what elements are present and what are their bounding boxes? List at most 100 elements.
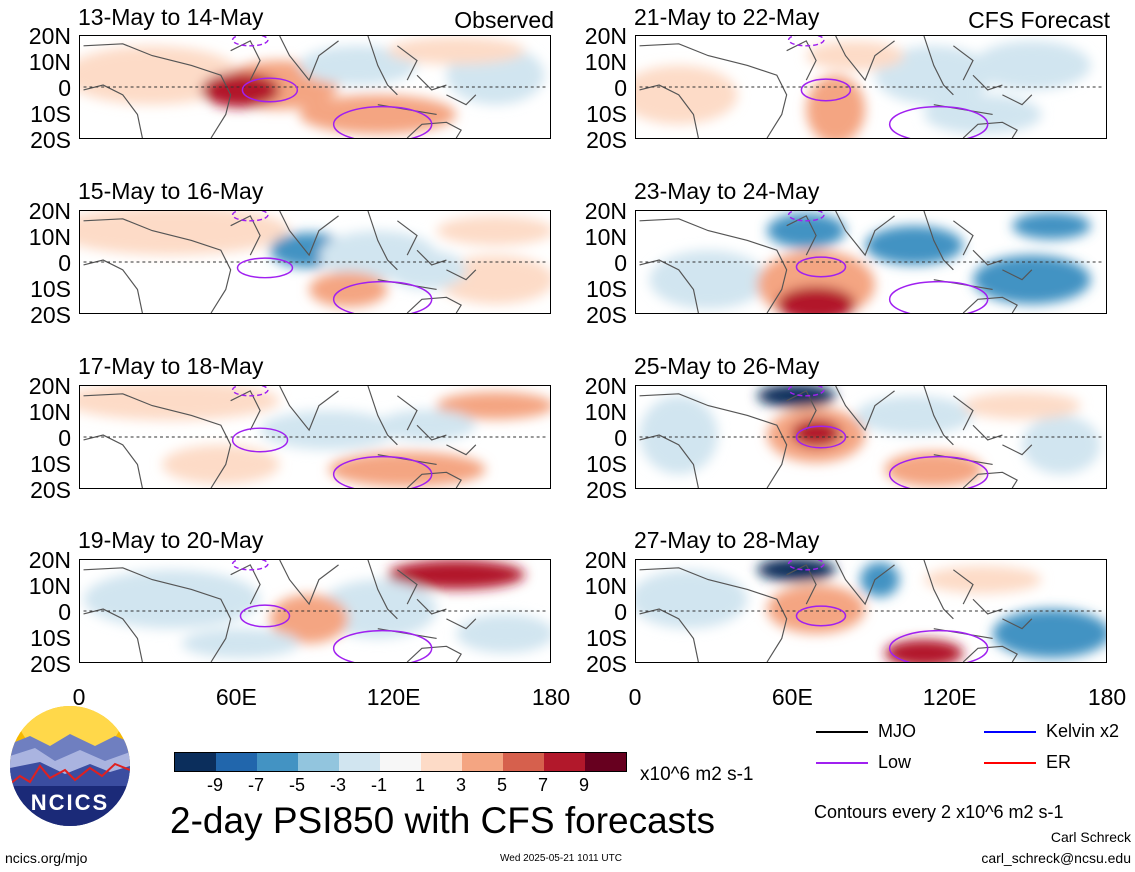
colorbar-swatch — [462, 753, 503, 771]
y-tick-label: 10S — [586, 276, 627, 302]
y-tick-label: 0 — [58, 599, 71, 625]
legend-line — [984, 762, 1036, 764]
y-tick-label: 20S — [586, 302, 627, 328]
anomaly-blob — [757, 386, 836, 408]
anomaly-blob — [436, 215, 550, 246]
low-contour — [800, 78, 852, 102]
y-tick-label: 20S — [30, 127, 71, 153]
map-panel-obs-4 — [79, 559, 551, 663]
y-tick-label: 10S — [30, 451, 71, 477]
anomaly-blob — [963, 391, 1081, 420]
colorbar-swatch — [503, 753, 544, 771]
anomaly-blob — [436, 391, 550, 420]
map-svg — [80, 386, 550, 488]
map-panel-fcst-3 — [635, 385, 1107, 489]
author: Carl Schreck — [1050, 829, 1131, 845]
x-tick-label: 120E — [366, 684, 421, 710]
low-contour — [888, 105, 989, 138]
colorbar-label: -1 — [370, 775, 387, 795]
anomaly-blob — [181, 628, 300, 659]
anomaly-blob — [865, 225, 964, 265]
anomaly-blob — [855, 395, 973, 436]
colorbar-units: x10^6 m2 s-1 — [640, 764, 754, 785]
y-tick-label: 10N — [28, 573, 71, 599]
low-contour-dashed — [231, 211, 269, 222]
y-tick-label: 10S — [30, 625, 71, 651]
colorbar-swatch — [257, 753, 298, 771]
anomaly-blob — [387, 36, 525, 65]
map-panel-fcst-1 — [635, 35, 1107, 139]
y-tick-label: 20N — [28, 547, 71, 573]
low-contour — [332, 280, 433, 313]
anomaly-blob — [639, 395, 718, 475]
x-tick-label: 0 — [628, 684, 642, 710]
anomaly-blob — [923, 565, 1042, 594]
y-tick-label: 0 — [614, 425, 627, 451]
y-tick-label: 20N — [584, 373, 627, 399]
anomaly-blob — [328, 451, 486, 488]
low-contour — [795, 605, 847, 627]
anomaly-blob — [992, 609, 1106, 659]
map-svg — [636, 560, 1106, 662]
y-tick-label: 20N — [28, 373, 71, 399]
anomaly-blob — [309, 271, 388, 308]
anomaly-field — [636, 40, 1091, 138]
low-contour — [888, 629, 989, 662]
x-tick-label: 180 — [1087, 684, 1127, 710]
site-url: ncics.org/mjo — [5, 850, 88, 866]
y-tick-label: 20S — [30, 651, 71, 677]
map-panel-fcst-4 — [635, 559, 1107, 663]
anomaly-blob — [806, 75, 866, 138]
y-tick-label: 0 — [614, 250, 627, 276]
anomaly-field — [639, 386, 1101, 488]
anomaly-blob — [923, 94, 1042, 135]
colorbar — [174, 752, 627, 772]
x-tick-label: 60E — [215, 684, 257, 710]
colorbar-swatch — [544, 753, 585, 771]
colorbar-swatch — [216, 753, 257, 771]
low-contour — [795, 256, 847, 278]
chart-title: 2-day PSI850 with CFS forecasts — [170, 800, 715, 841]
anomaly-blob — [636, 65, 738, 125]
legend-label: Low — [878, 752, 912, 772]
y-tick-label: 20S — [30, 477, 71, 503]
anomaly-blob — [860, 561, 900, 598]
colorbar-label: 9 — [578, 775, 589, 795]
map-svg — [83, 560, 550, 662]
map-svg — [80, 211, 550, 313]
low-contour — [332, 105, 433, 138]
x-tick-label: 180 — [531, 684, 571, 710]
y-tick-label: 10S — [30, 276, 71, 302]
y-tick-label: 0 — [614, 599, 627, 625]
map-panel-fcst-2 — [635, 210, 1107, 314]
colorbar-swatch — [421, 753, 462, 771]
anomaly-blob — [973, 255, 1091, 305]
panel-title: 25-May to 26-May — [634, 353, 820, 379]
low-contour-dashed — [231, 560, 269, 571]
y-tick-label: 10N — [28, 49, 71, 75]
anomaly-blob — [649, 250, 768, 310]
colorbar-swatch — [585, 753, 626, 771]
ncics-logo: NCICS — [10, 706, 130, 826]
y-tick-label: 0 — [58, 250, 71, 276]
low-contour — [236, 257, 294, 279]
anomaly-field — [80, 211, 550, 308]
anomaly-field — [636, 560, 1106, 662]
map-svg — [639, 386, 1103, 488]
map-panel-obs-3 — [79, 385, 551, 489]
anomaly-blob — [387, 560, 525, 590]
y-tick-label: 10N — [28, 399, 71, 425]
anomaly-blob — [318, 579, 437, 639]
colorbar-label: -3 — [329, 775, 346, 795]
low-contour — [332, 455, 433, 488]
anomaly-blob — [377, 409, 476, 441]
panel-title: 21-May to 22-May — [634, 4, 820, 30]
contour-note: Contours every 2 x10^6 m2 s-1 — [814, 802, 1064, 822]
map-svg — [636, 36, 1103, 138]
anomaly-blob — [80, 211, 290, 256]
anomaly-blob — [162, 444, 280, 485]
y-tick-label: 20N — [28, 198, 71, 224]
y-tick-label: 10S — [586, 625, 627, 651]
legend-line — [984, 731, 1036, 733]
map-svg — [80, 36, 547, 138]
